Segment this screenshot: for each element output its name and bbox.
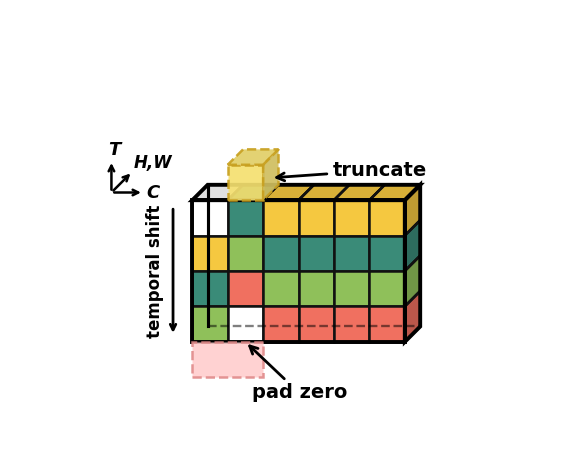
Polygon shape (228, 149, 279, 165)
Bar (192, 271, 228, 306)
Bar (263, 306, 299, 342)
Bar (263, 271, 299, 306)
Polygon shape (228, 220, 279, 236)
Bar (228, 165, 263, 200)
Polygon shape (228, 255, 279, 271)
Polygon shape (334, 255, 385, 271)
Bar (370, 236, 405, 271)
Text: temporal shift: temporal shift (146, 204, 164, 338)
Polygon shape (405, 185, 420, 236)
Bar (228, 236, 263, 271)
Text: T: T (108, 141, 121, 159)
Bar (192, 236, 228, 271)
Polygon shape (192, 291, 243, 306)
Polygon shape (334, 220, 385, 236)
Polygon shape (192, 185, 243, 200)
Polygon shape (299, 255, 349, 271)
Polygon shape (370, 255, 420, 271)
Polygon shape (370, 220, 420, 236)
Polygon shape (405, 291, 420, 342)
Bar (192, 342, 263, 377)
Bar (299, 306, 334, 342)
Polygon shape (263, 149, 279, 200)
Bar (299, 200, 334, 236)
Polygon shape (192, 220, 243, 236)
Polygon shape (263, 185, 314, 200)
Polygon shape (299, 185, 349, 200)
Bar (299, 236, 334, 271)
Bar (334, 236, 370, 271)
Bar (370, 200, 405, 236)
Bar (334, 200, 370, 236)
Bar (370, 306, 405, 342)
Bar (228, 200, 263, 236)
Polygon shape (263, 255, 314, 271)
Bar (334, 271, 370, 306)
Bar (370, 271, 405, 306)
Bar (192, 200, 405, 342)
Bar (228, 271, 263, 306)
Bar (263, 200, 299, 236)
Bar (263, 236, 299, 271)
Polygon shape (299, 291, 349, 306)
Bar (192, 200, 228, 236)
Polygon shape (228, 185, 279, 200)
Polygon shape (370, 291, 420, 306)
Polygon shape (370, 185, 420, 200)
Polygon shape (299, 220, 349, 236)
Bar (334, 306, 370, 342)
Polygon shape (228, 291, 279, 306)
Text: C: C (146, 184, 160, 202)
Polygon shape (405, 220, 420, 271)
Polygon shape (334, 291, 385, 306)
Text: H,W: H,W (134, 154, 173, 172)
Polygon shape (263, 291, 314, 306)
Polygon shape (263, 220, 314, 236)
Polygon shape (405, 255, 420, 306)
Bar (192, 306, 228, 342)
Polygon shape (334, 185, 385, 200)
Bar (299, 271, 334, 306)
Text: pad zero: pad zero (250, 346, 347, 402)
Text: truncate: truncate (277, 161, 427, 181)
Polygon shape (192, 255, 243, 271)
Bar (228, 306, 263, 342)
